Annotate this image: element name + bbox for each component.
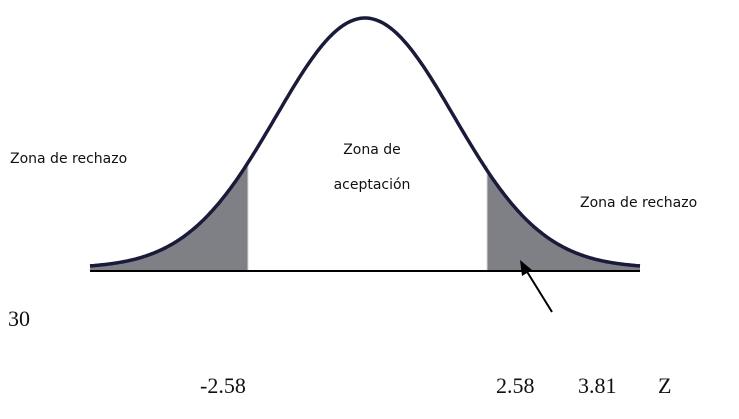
arrow-head	[520, 260, 532, 276]
left-zone-label: Zona de rechazo	[10, 151, 127, 167]
axis-name: Z	[658, 373, 671, 398]
rejection-area-right	[487, 170, 640, 270]
right-zone-label: Zona de rechazo	[580, 195, 697, 211]
side-value: 30	[8, 306, 30, 331]
center-zone-label: Zona de	[343, 142, 401, 158]
normal-curve	[89, 16, 641, 268]
axis-label: 3.81	[578, 373, 617, 398]
axis-label: 2.58	[496, 373, 535, 398]
center-zone-label: aceptación	[334, 177, 411, 193]
arrow-shaft	[525, 269, 553, 313]
axis-label: -2.58	[200, 373, 246, 398]
rejection-area-left	[90, 162, 248, 270]
